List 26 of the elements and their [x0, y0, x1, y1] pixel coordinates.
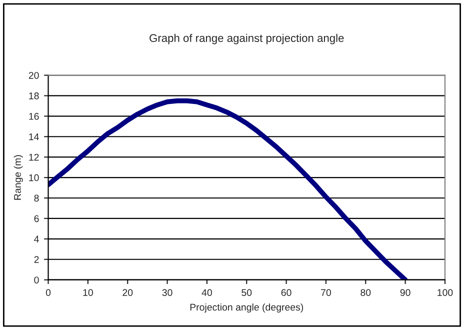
x-tick-label: 90 — [400, 289, 410, 296]
x-tick-label: 100 — [438, 289, 453, 296]
x-tick-label: 0 — [46, 289, 51, 296]
y-tick-label: 12 — [29, 154, 39, 161]
y-tick-label: 4 — [34, 236, 39, 242]
x-tick-label: 80 — [360, 289, 371, 296]
y-tick-label: 10 — [29, 174, 39, 182]
line-series — [48, 98, 408, 280]
x-tick-label: 60 — [281, 289, 292, 296]
y-tick-label: 8 — [34, 194, 39, 202]
y-tick-label: 18 — [29, 92, 39, 100]
x-tick-label: 30 — [162, 289, 172, 296]
x-tick-label: 10 — [83, 289, 93, 296]
x-tick-label: 40 — [202, 289, 212, 296]
y-axis-title: Range (m) — [14, 155, 23, 200]
y-tick-label: 2 — [34, 256, 39, 263]
chart-title: Graph of range against projection angle — [150, 34, 344, 44]
x-tick-label: 70 — [321, 289, 331, 296]
y-tick-label: 16 — [29, 112, 39, 120]
x-axis-title: Projection angle (degrees) — [190, 303, 304, 313]
x-tick-label: 20 — [122, 289, 133, 296]
y-tick-label: 20 — [28, 72, 39, 79]
y-tick-label: 0 — [34, 276, 39, 284]
x-tick-label: 50 — [242, 289, 252, 296]
y-tick-label: 6 — [34, 215, 39, 222]
y-tick-label: 14 — [29, 133, 39, 140]
